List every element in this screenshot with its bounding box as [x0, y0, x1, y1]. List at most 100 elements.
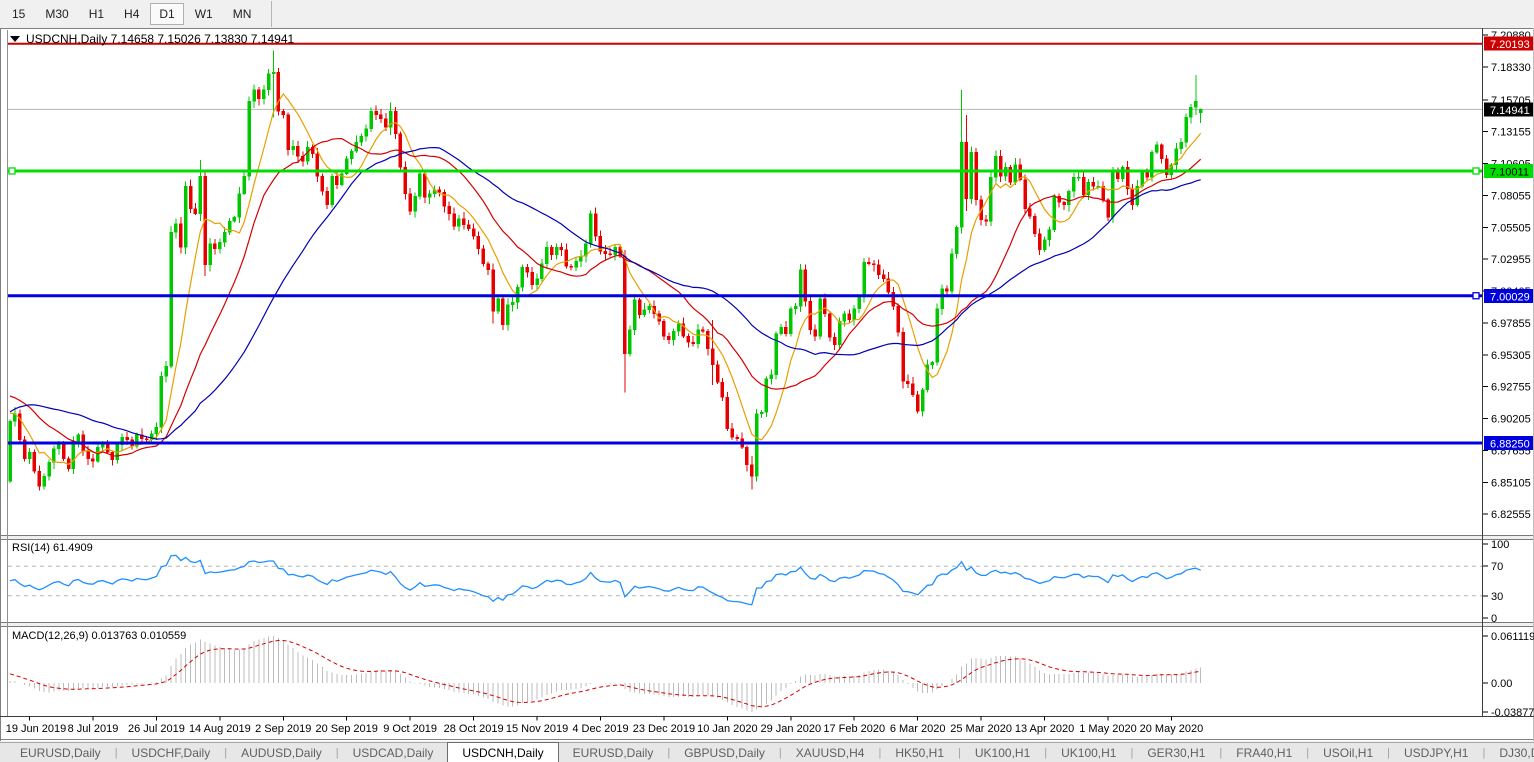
price-tick-label: 7.05505: [1491, 222, 1531, 234]
tab-separator: |: [114, 746, 118, 759]
price-tick-label: 6.90205: [1491, 414, 1531, 426]
macd-label: MACD(12,26,9) 0.013763 0.010559: [12, 630, 186, 642]
tf-button-mn[interactable]: MN: [232, 7, 252, 21]
ma-mid-line: [9, 137, 1202, 457]
price-badge-7.10011: 7.10011: [1484, 163, 1533, 178]
h-line-handle-left[interactable]: [8, 167, 16, 175]
tab-eurusd-daily[interactable]: EURUSD,Daily: [572, 745, 654, 760]
tab-usdjpy-h1[interactable]: USDJPY,H1: [1404, 745, 1469, 760]
tab-gbpusd-daily[interactable]: GBPUSD,Daily: [684, 745, 765, 760]
tab-separator: |: [878, 746, 882, 759]
tab-dj30-daily[interactable]: DJ30,Daily: [1499, 745, 1534, 760]
date-tick-label: 20 May 2020: [1140, 723, 1204, 735]
price-tick-label: 6.85105: [1491, 477, 1531, 489]
date-tick-label: 25 Mar 2020: [950, 723, 1012, 735]
tab-ger30-h1[interactable]: GER30,H1: [1147, 745, 1206, 760]
date-tick-label: 4 Dec 2019: [572, 723, 628, 735]
macd-panel: MACD(12,26,9) 0.013763 0.010559: [9, 630, 1202, 712]
svg-text:7.14941: 7.14941: [1490, 105, 1530, 117]
chart-window: USDCNH,Daily 7.14658 7.15026 7.13830 7.1…: [0, 28, 1534, 741]
price-badge-7.20193: 7.20193: [1484, 36, 1533, 51]
price-tick-label: 7.08055: [1491, 190, 1531, 202]
chart-canvas[interactable]: USDCNH,Daily 7.14658 7.15026 7.13830 7.1…: [0, 28, 1534, 741]
date-tick-label: 20 Sep 2019: [316, 723, 378, 735]
date-tick-label: 8 Jul 2019: [68, 723, 119, 735]
tab-audusd-daily[interactable]: AUDUSD,Daily: [241, 745, 322, 760]
tab-uk100-h1[interactable]: UK100,H1: [1061, 745, 1117, 760]
rsi-scale-label: 30: [1491, 591, 1503, 603]
price-badge-7.00029: 7.00029: [1484, 288, 1533, 303]
price-tick-label: 7.02955: [1491, 254, 1531, 266]
date-axis[interactable]: 19 Jun 2019 8 Jul 2019 26 Jul 2019 14 Aug 2…: [0, 716, 1534, 736]
tf-button-h1[interactable]: H1: [88, 7, 105, 21]
tf-button-m30[interactable]: M30: [45, 7, 69, 21]
date-tick-label: 23 Dec 2019: [633, 723, 695, 735]
tab-usdcad-daily[interactable]: USDCAD,Daily: [352, 745, 434, 760]
ma-slow-line: [9, 146, 1201, 440]
rsi-scale-label: 70: [1491, 561, 1503, 573]
svg-text:7.20193: 7.20193: [1490, 39, 1530, 51]
tf-button-h4[interactable]: H4: [124, 7, 140, 21]
macd-scale-label: 0.00: [1491, 678, 1512, 690]
h-line-handle-right[interactable]: [1472, 292, 1480, 300]
rsi-label: RSI(14) 61.4909: [12, 542, 93, 554]
tab-separator: |: [958, 746, 961, 759]
date-tick-label: 1 May 2020: [1079, 723, 1136, 735]
price-tick-label: 6.95305: [1491, 350, 1531, 362]
date-tick-label: 29 Jan 2020: [761, 723, 822, 735]
svg-text:6.88250: 6.88250: [1490, 438, 1530, 450]
date-tick-label: 28 Oct 2019: [444, 723, 504, 735]
chart-title: USDCNH,Daily 7.14658 7.15026 7.13830 7.1…: [10, 32, 295, 46]
h-line-handle-right[interactable]: [1472, 167, 1480, 175]
tab-separator: |: [1482, 746, 1486, 759]
toolbar-separator: [271, 1, 273, 27]
macd-signal-line: [9, 640, 1201, 708]
date-tick-label: 9 Oct 2019: [383, 723, 437, 735]
price-tick-label: 7.13155: [1491, 127, 1531, 139]
tab-usdcnh-daily[interactable]: USDCNH,Daily: [447, 742, 559, 762]
tf-button-w1[interactable]: W1: [194, 7, 213, 21]
chart-tab-bar: EURUSD,Daily | USDCHF,Daily | AUDUSD,Daily | U…: [0, 742, 1534, 762]
tf-button-d1[interactable]: D1: [150, 3, 184, 25]
tab-usoil-h1[interactable]: USOil,H1: [1323, 745, 1374, 760]
price-badge-6.88250: 6.88250: [1484, 435, 1533, 450]
price-badge-7.14941: 7.14941: [1484, 102, 1533, 117]
tab-separator: |: [335, 746, 339, 759]
tab-fra40-h1[interactable]: FRA40,H1: [1236, 745, 1293, 760]
date-tick-label: 17 Feb 2020: [823, 723, 885, 735]
date-tick-label: 15 Nov 2019: [506, 723, 568, 735]
tab-separator: |: [1130, 746, 1134, 759]
svg-text:7.00029: 7.00029: [1490, 291, 1530, 303]
date-tick-label: 14 Aug 2019: [189, 723, 251, 735]
tab-uk100-h1[interactable]: UK100,H1: [974, 745, 1031, 760]
tab-separator: |: [1306, 746, 1310, 759]
tab-xauusd-h4[interactable]: XAUUSD,H4: [795, 745, 865, 760]
date-tick-label: 13 Apr 2020: [1015, 723, 1074, 735]
rsi-panel: RSI(14) 61.4909: [8, 542, 1482, 606]
date-tick-label: 26 Jul 2019: [128, 723, 185, 735]
tab-hk50-h1[interactable]: HK50,H1: [895, 745, 945, 760]
rsi-line: [9, 554, 1201, 606]
rsi-scale-label: 100: [1491, 539, 1509, 551]
tab-usdchf-daily[interactable]: USDCHF,Daily: [131, 745, 211, 760]
tab-separator: |: [1219, 746, 1223, 759]
price-tick-label: 6.82555: [1491, 509, 1531, 521]
price-tick-label: 7.18330: [1491, 62, 1531, 74]
timeframe-toolbar: 15 M30 H1 H4 D1 W1 MN: [0, 0, 1534, 28]
tab-eurusd-daily[interactable]: EURUSD,Daily: [20, 745, 101, 760]
tab-separator: |: [224, 746, 228, 759]
date-tick-label: 2 Sep 2019: [255, 723, 311, 735]
chart-title-text: USDCNH,Daily 7.14658 7.15026 7.13830 7.1…: [26, 32, 295, 46]
tab-separator: |: [1387, 746, 1390, 759]
tf-button-15[interactable]: 15: [12, 7, 26, 21]
tab-separator: |: [778, 746, 782, 759]
tab-separator: |: [667, 746, 671, 759]
macd-scale-label: 0.061119: [1491, 631, 1534, 643]
date-tick-label: 10 Jan 2020: [697, 723, 758, 735]
main-price-panel: [8, 42, 1482, 491]
tab-separator: |: [1044, 746, 1048, 759]
price-tick-label: 6.92755: [1491, 382, 1531, 394]
date-tick-label: 19 Jun 2019: [6, 723, 67, 735]
